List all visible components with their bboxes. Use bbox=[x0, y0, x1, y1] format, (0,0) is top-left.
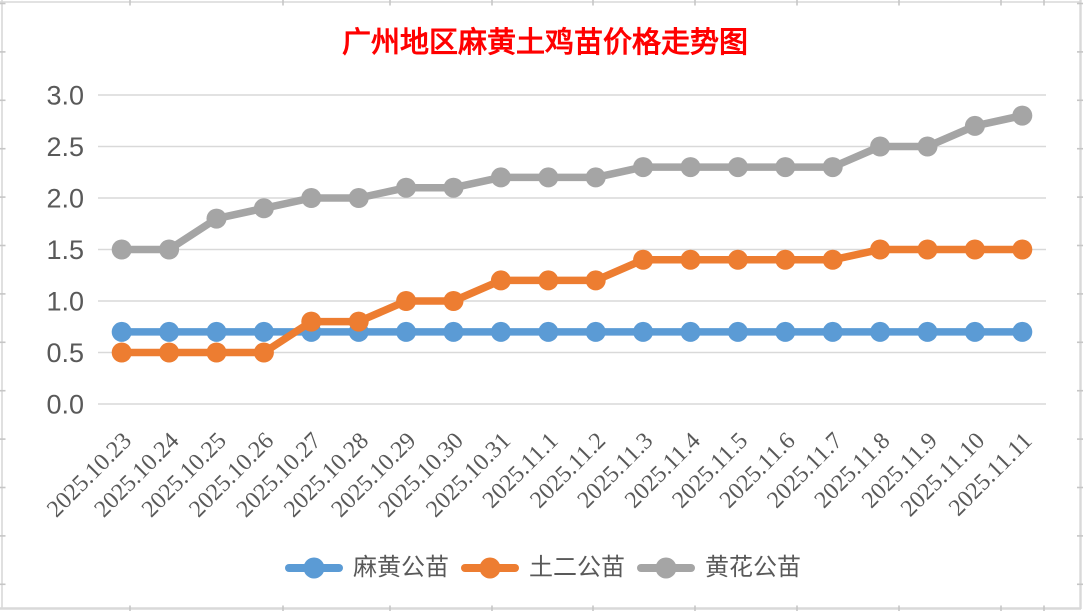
chart-legend: 麻黄公苗 土二公苗 黄花公苗 bbox=[0, 544, 1086, 592]
data-point bbox=[633, 157, 654, 178]
data-point bbox=[775, 321, 796, 342]
legend-dot-blue bbox=[303, 557, 325, 579]
data-point bbox=[1012, 239, 1033, 260]
y-axis-tick-label: 0.5 bbox=[46, 338, 84, 368]
data-point bbox=[964, 115, 985, 136]
data-point bbox=[348, 188, 369, 208]
data-point bbox=[111, 239, 132, 260]
data-point bbox=[443, 321, 464, 342]
data-point bbox=[964, 321, 985, 342]
data-point bbox=[490, 270, 511, 291]
data-point bbox=[443, 291, 464, 311]
data-point bbox=[538, 270, 559, 291]
data-point bbox=[680, 249, 701, 270]
data-point bbox=[159, 321, 180, 342]
legend-dot-gray bbox=[655, 557, 677, 579]
data-point bbox=[870, 321, 891, 342]
legend-line-marker-gray bbox=[637, 557, 695, 579]
data-point bbox=[348, 311, 369, 332]
data-point bbox=[680, 157, 701, 178]
data-point bbox=[633, 249, 654, 270]
data-point bbox=[585, 270, 606, 291]
data-point bbox=[1012, 321, 1033, 342]
y-axis-tick-label: 3.0 bbox=[46, 81, 84, 111]
y-axis-tick-label: 1.0 bbox=[46, 287, 84, 317]
data-point bbox=[1012, 105, 1033, 126]
data-point bbox=[727, 157, 748, 178]
x-axis-labels: 2025.10.232025.10.242025.10.252025.10.26… bbox=[42, 428, 1037, 523]
data-point bbox=[917, 136, 938, 157]
y-axis-tick-label: 1.5 bbox=[46, 235, 84, 265]
data-point bbox=[585, 167, 606, 188]
data-point bbox=[870, 136, 891, 157]
data-point bbox=[680, 321, 701, 342]
data-point bbox=[822, 321, 843, 342]
legend-line-marker-orange bbox=[461, 557, 519, 579]
data-point bbox=[490, 167, 511, 188]
y-axis-tick-label: 2.5 bbox=[46, 132, 84, 162]
data-point bbox=[111, 321, 132, 342]
data-point bbox=[159, 239, 180, 260]
data-point bbox=[301, 311, 322, 332]
data-point bbox=[396, 321, 417, 342]
data-point bbox=[301, 188, 322, 208]
data-point bbox=[775, 157, 796, 178]
data-point bbox=[111, 342, 132, 363]
legend-line-marker-blue bbox=[285, 557, 343, 579]
y-axis-tick-label: 0.0 bbox=[46, 390, 84, 420]
y-axis-labels: 0.0 0.5 1.0 1.5 2.0 2.5 3.0 bbox=[46, 81, 84, 420]
series-line bbox=[117, 111, 1027, 254]
legend-label: 土二公苗 bbox=[529, 555, 625, 581]
y-axis-tick-label: 2.0 bbox=[46, 184, 84, 214]
chart-title: 广州地区麻黄土鸡苗价格走势图 bbox=[342, 25, 748, 59]
data-point bbox=[917, 239, 938, 260]
legend-label: 麻黄公苗 bbox=[353, 555, 449, 581]
data-point bbox=[253, 342, 274, 363]
data-point bbox=[538, 167, 559, 188]
legend-dot-orange bbox=[479, 557, 501, 579]
data-point bbox=[159, 342, 180, 363]
data-point bbox=[964, 239, 985, 260]
data-point bbox=[443, 177, 464, 198]
data-point bbox=[206, 321, 227, 342]
data-point bbox=[206, 342, 227, 363]
data-point bbox=[253, 321, 274, 342]
legend-label: 黄花公苗 bbox=[705, 555, 801, 581]
legend-item-series-2: 土二公苗 bbox=[461, 556, 625, 580]
data-point bbox=[775, 249, 796, 270]
data-point bbox=[206, 208, 227, 229]
data-point bbox=[538, 321, 559, 342]
data-point bbox=[727, 249, 748, 270]
data-point bbox=[585, 321, 606, 342]
legend-item-series-1: 麻黄公苗 bbox=[285, 556, 449, 580]
data-point bbox=[633, 321, 654, 342]
series-layer bbox=[111, 105, 1033, 363]
data-point bbox=[870, 239, 891, 260]
data-point bbox=[490, 321, 511, 342]
data-point bbox=[917, 321, 938, 342]
data-point bbox=[396, 291, 417, 311]
data-point bbox=[727, 321, 748, 342]
data-point bbox=[822, 249, 843, 270]
data-point bbox=[396, 177, 417, 198]
data-point bbox=[253, 198, 274, 219]
data-point bbox=[822, 157, 843, 178]
legend-item-series-3: 黄花公苗 bbox=[637, 556, 801, 580]
